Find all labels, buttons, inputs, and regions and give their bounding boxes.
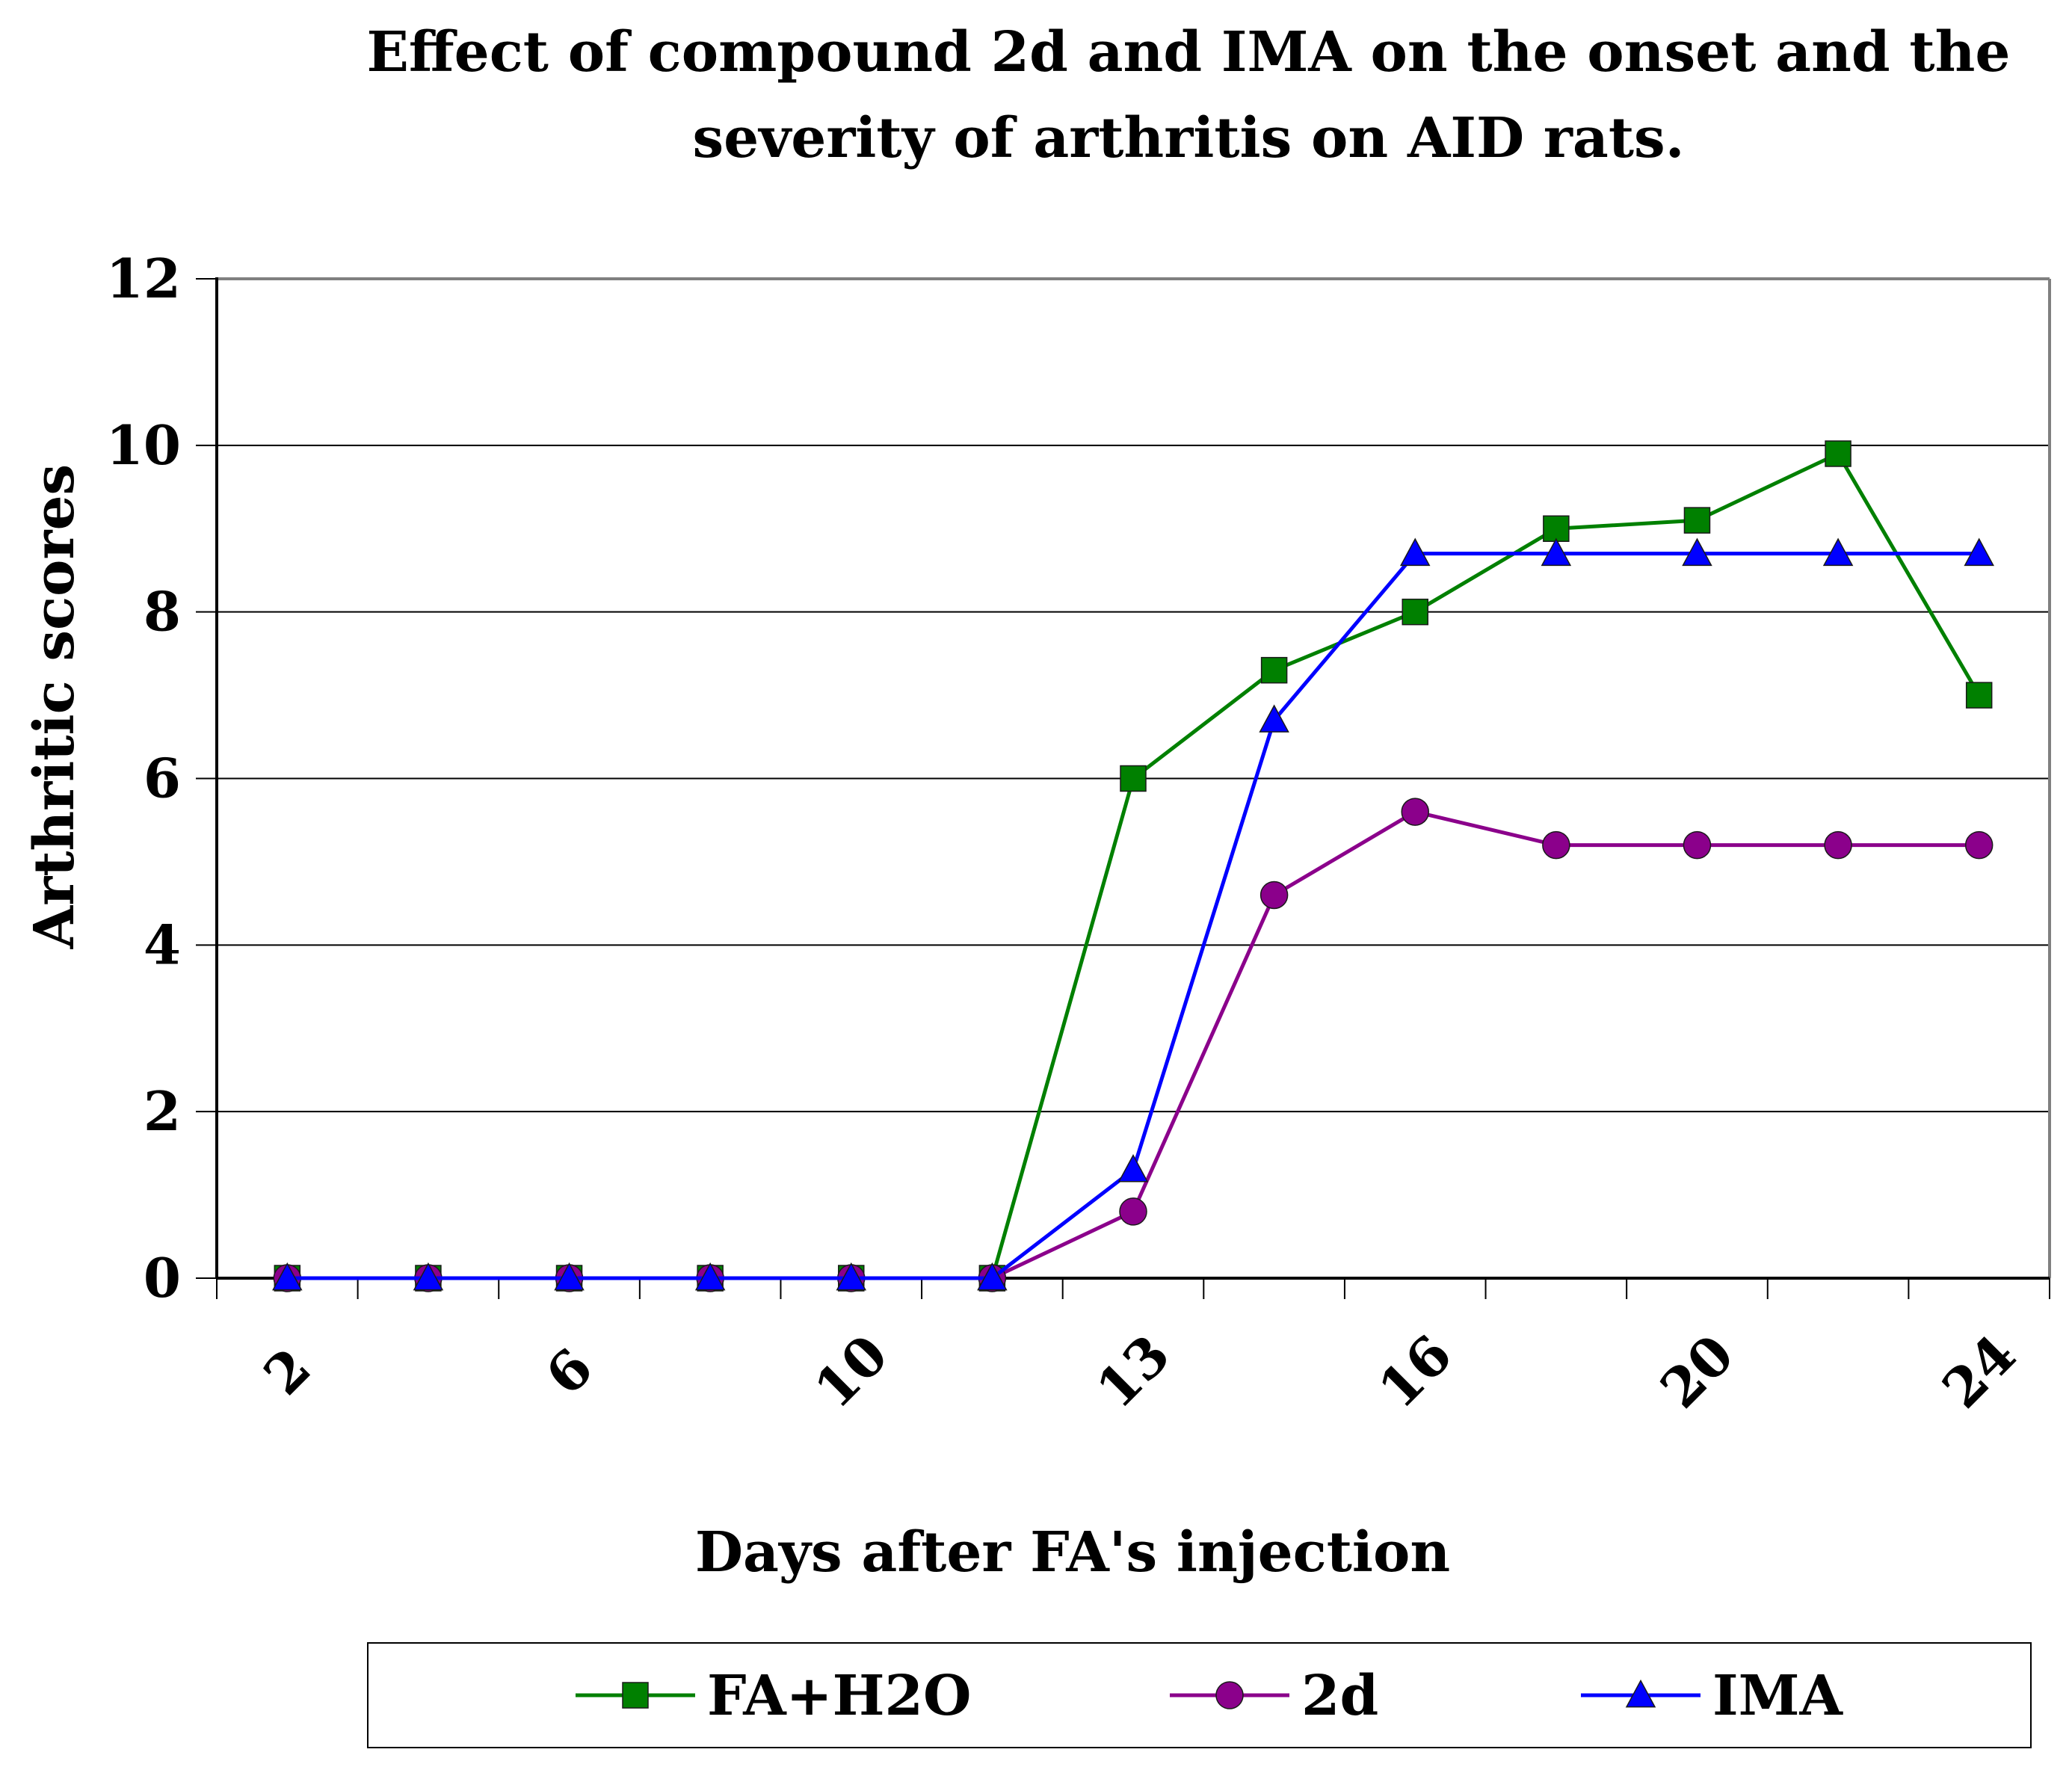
data-point: [1822, 537, 1854, 567]
x-tick-label: 13: [1084, 1322, 1182, 1420]
data-point: [413, 1262, 444, 1291]
data-point: [1399, 537, 1431, 567]
data-point: [1964, 537, 1994, 567]
data-point: [1542, 830, 1570, 860]
legend-item: 2d: [1170, 1664, 1378, 1728]
y-tick-label: 4: [144, 913, 181, 976]
legend: FA+H2O 2d IMA: [367, 1642, 2032, 1748]
data-point: [1682, 537, 1712, 567]
data-point: [1825, 440, 1851, 467]
data-point: [554, 1262, 585, 1291]
legend-marker: [622, 1682, 649, 1709]
data-point: [977, 1262, 1008, 1291]
data-point: [1119, 1197, 1147, 1226]
data-point: [836, 1262, 867, 1291]
data-point: [1260, 656, 1288, 684]
legend-label: FA+H2O: [707, 1664, 972, 1728]
chart-title-line-2: severity of arthritis on AID rats.: [693, 106, 1685, 170]
y-tick-label: 2: [144, 1079, 181, 1143]
data-point: [1402, 598, 1428, 626]
axes: [196, 277, 2051, 1299]
x-tick-label: 6: [533, 1336, 605, 1407]
y-tick-label: 10: [106, 413, 181, 477]
data-point: [1683, 507, 1711, 534]
y-axis-title: Arthritic scores: [22, 464, 87, 949]
data-point: [1541, 537, 1572, 567]
data-point: [1401, 798, 1429, 826]
data-point: [1117, 1154, 1149, 1182]
data-point: [1964, 830, 1994, 860]
legend-item: FA+H2O: [576, 1664, 972, 1728]
data-point: [1683, 830, 1712, 860]
legend-item: IMA: [1581, 1664, 1844, 1728]
legend-marker: [1215, 1681, 1244, 1709]
x-tick-label: 10: [802, 1322, 900, 1420]
data-point: [272, 1262, 303, 1291]
y-tick-label: 0: [144, 1246, 181, 1310]
legend-marker: [1625, 1679, 1656, 1708]
chart-title-line-1: Effect of compound 2d and IMA on the ons…: [367, 20, 2011, 84]
legend-label: IMA: [1712, 1664, 1844, 1728]
y-tick-label: 6: [144, 747, 181, 810]
y-tick-label: 8: [144, 580, 181, 644]
data-point: [1259, 881, 1289, 910]
data-point: [1965, 682, 1993, 709]
chart-title: Effect of compound 2d and IMA on the ons…: [367, 20, 2011, 170]
x-tick-label: 16: [1366, 1322, 1464, 1420]
series-ima: [272, 537, 1994, 1291]
series: [272, 440, 1994, 1292]
x-tick-label: 20: [1648, 1322, 1746, 1420]
y-tick-labels: 0 2 4 6 8 10 12: [106, 247, 181, 1310]
x-axis-title: Days after FA's injection: [695, 1520, 1450, 1585]
data-point: [694, 1262, 726, 1291]
data-point: [1824, 830, 1852, 860]
x-tick-label: 2: [251, 1336, 323, 1407]
data-point: [1543, 515, 1570, 542]
y-tick-label: 12: [106, 247, 181, 310]
data-point: [1120, 765, 1147, 792]
x-tick-labels: 2 6 10 13 16 20 24: [251, 1322, 2028, 1420]
data-point: [1259, 704, 1289, 733]
legend-label: 2d: [1301, 1664, 1378, 1728]
x-tick-label: 24: [1930, 1322, 2028, 1420]
